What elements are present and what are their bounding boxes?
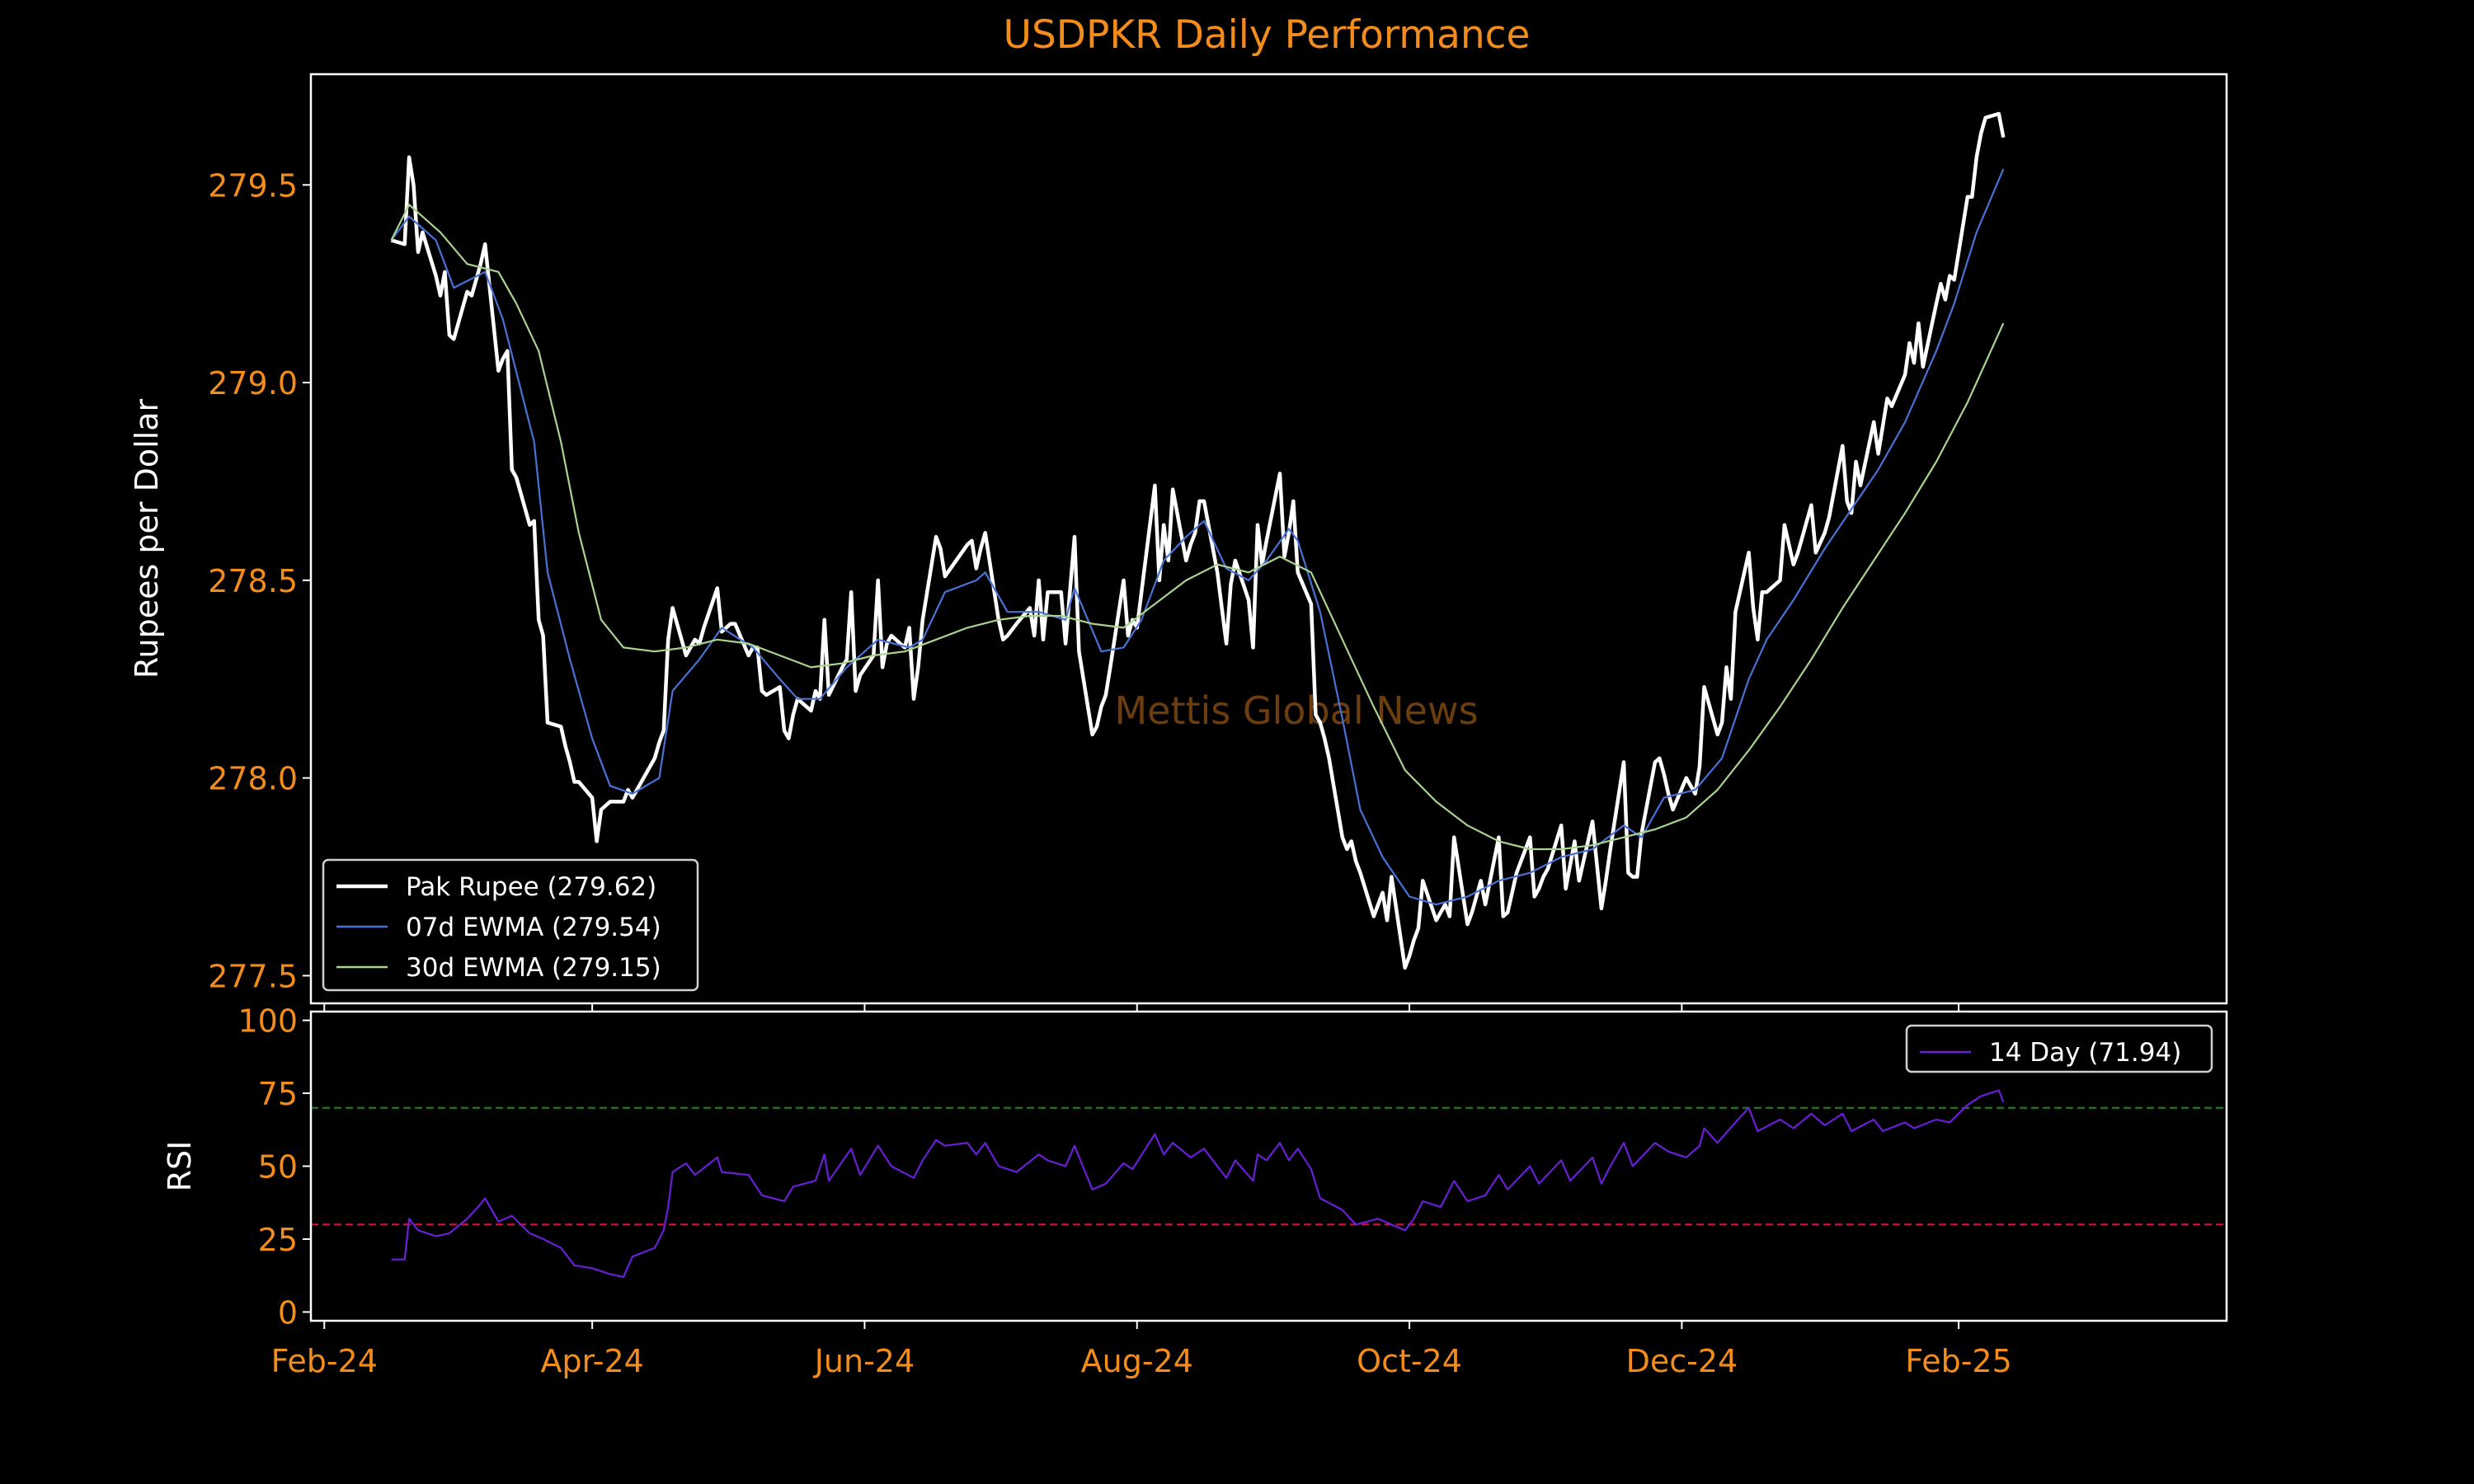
y-tick-label: 278.5 [208,563,298,599]
y-tick-label: 279.5 [208,167,298,204]
y-axis-label: Rupees per Dollar [129,398,165,679]
y-axis-label: RSI [162,1141,198,1192]
watermark-text: Mettis Global News [1114,688,1478,733]
x-tick-label: Dec-24 [1626,1343,1738,1379]
chart-title: USDPKR Daily Performance [1004,12,1531,58]
y-tick-label: 278.0 [208,761,298,797]
legend: Pak Rupee (279.62) 07d EWMA (279.54) 30d E… [322,858,699,992]
y-tick-label: 25 [258,1222,298,1258]
x-tick-label: Jun-24 [813,1343,915,1379]
y-tick-label: 0 [278,1294,298,1331]
legend-box [322,858,699,992]
y-tick-label: 50 [258,1149,298,1186]
y-tick-label: 279.0 [208,365,298,402]
x-tick-label: Feb-25 [1905,1343,2011,1379]
y-tick-label: 277.5 [208,958,298,994]
legend: 14 Day (71.94) [1905,1024,2213,1073]
y-tick-label: 75 [258,1076,298,1112]
legend-label: 07d EWMA (279.54) [406,913,661,942]
series-line-0-0 [390,111,2006,970]
series-line-1-0 [391,1089,2005,1279]
x-tick-label: Oct-24 [1357,1343,1462,1379]
legend-label: 30d EWMA (279.15) [406,953,661,983]
y-tick-label: 100 [238,1003,298,1040]
x-tick-label: Aug-24 [1081,1343,1193,1379]
series-line-0-2 [390,204,2005,851]
series-line-0-1 [390,168,2005,906]
axes-frame [309,73,2228,1005]
legend-label: 14 Day (71.94) [1989,1038,2181,1068]
x-tick-label: Feb-24 [271,1343,378,1379]
legend-label: Pak Rupee (279.62) [406,872,656,902]
legend-box [1905,1024,2213,1073]
rsi-panel: 0 25 50 75 100 Feb-24 Apr-24 Jun-24 Aug-24 Oct-24… [162,1003,2228,1379]
x-tick-label: Apr-24 [540,1343,643,1379]
price-panel: 277.5 278.0 278.5 279.0 279.5 Rupees per Doll… [129,73,2228,1012]
